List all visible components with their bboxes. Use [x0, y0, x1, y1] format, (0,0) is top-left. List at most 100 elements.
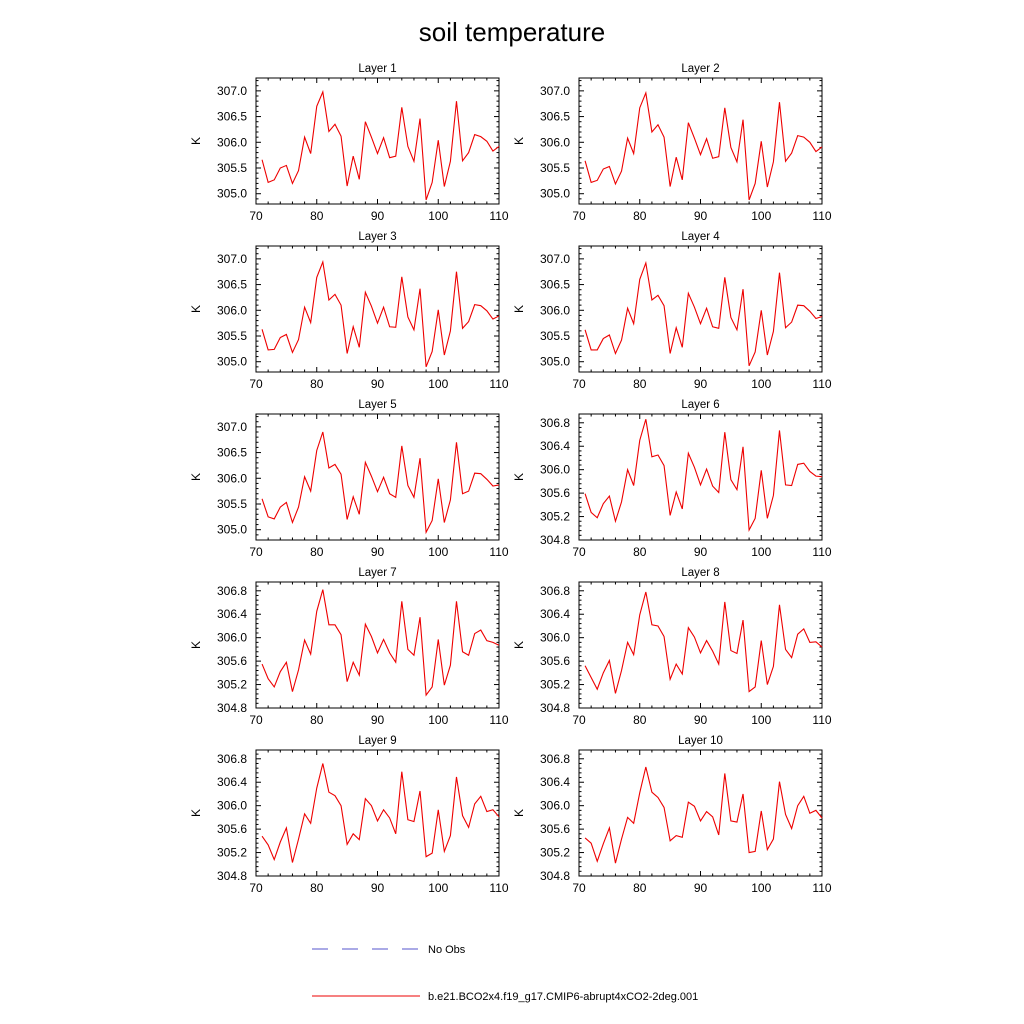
- y-tick-label: 306.0: [540, 799, 570, 813]
- x-tick-label: 100: [751, 881, 771, 895]
- series-line: [261, 259, 500, 368]
- x-tick-label: 90: [694, 713, 708, 727]
- x-tick-label: 100: [428, 713, 448, 727]
- y-axis-label: K: [512, 305, 526, 313]
- x-tick-label: 70: [572, 377, 586, 391]
- chart-panel-layer-2: Layer 2 K 70 80 90 100 110 305.0 305.5 306.0 306.5…: [512, 63, 832, 223]
- x-tick-label: 70: [572, 545, 586, 559]
- panel-title: Layer 5: [358, 399, 396, 411]
- series-line: [584, 90, 823, 201]
- x-tick-label: 90: [371, 713, 385, 727]
- series-line: [584, 260, 823, 367]
- series-line: [261, 763, 500, 863]
- x-tick-label: 90: [371, 545, 385, 559]
- x-tick-label: 100: [751, 209, 771, 223]
- x-tick-label: 80: [633, 377, 647, 391]
- x-tick-label: 80: [633, 713, 647, 727]
- x-tick-label: 90: [371, 209, 385, 223]
- y-tick-label: 305.0: [540, 355, 570, 369]
- y-axis-label: K: [189, 137, 203, 145]
- y-tick-label: 306.0: [217, 799, 247, 813]
- panel-title: Layer 6: [681, 399, 719, 411]
- y-tick-label: 306.4: [217, 775, 247, 789]
- x-tick-label: 70: [572, 713, 586, 727]
- series-line: [261, 89, 500, 201]
- x-tick-label: 110: [812, 881, 831, 895]
- y-tick-label: 306.8: [217, 752, 247, 766]
- y-axis-label: K: [189, 473, 203, 481]
- y-tick-label: 305.5: [217, 497, 247, 511]
- x-tick-label: 70: [249, 209, 263, 223]
- x-tick-label: 110: [489, 881, 508, 895]
- y-tick-label: 307.0: [217, 420, 247, 434]
- plot-frame: [255, 77, 500, 205]
- panel-title: Layer 8: [681, 567, 719, 579]
- y-tick-label: 306.8: [540, 584, 570, 598]
- panel-title: Layer 3: [358, 231, 396, 243]
- y-tick-label: 306.5: [540, 278, 570, 292]
- chart-panels: Layer 1 K 70 80 90 100 110 305.0 305.5 306.0 306.5…: [189, 63, 832, 895]
- x-tick-label: 110: [812, 209, 831, 223]
- y-tick-label: 306.0: [217, 135, 247, 149]
- panel-title: Layer 7: [358, 567, 396, 579]
- legend-label: No Obs: [428, 944, 466, 956]
- y-tick-label: 304.8: [540, 533, 570, 547]
- y-tick-label: 306.4: [540, 775, 570, 789]
- y-tick-label: 305.6: [540, 822, 570, 836]
- x-tick-label: 80: [310, 713, 324, 727]
- y-tick-label: 306.8: [217, 584, 247, 598]
- y-tick-label: 305.0: [217, 355, 247, 369]
- y-tick-label: 306.5: [217, 110, 247, 124]
- y-tick-label: 304.8: [217, 701, 247, 715]
- x-tick-label: 100: [751, 377, 771, 391]
- y-tick-label: 306.0: [540, 463, 570, 477]
- y-tick-label: 306.5: [540, 110, 570, 124]
- y-tick-label: 305.0: [540, 187, 570, 201]
- panel-title: Layer 1: [358, 63, 396, 75]
- y-tick-label: 305.6: [217, 822, 247, 836]
- series-line: [584, 419, 823, 533]
- legend-item-1: No Obs: [312, 944, 466, 956]
- y-tick-label: 306.8: [540, 416, 570, 430]
- y-tick-label: 307.0: [540, 252, 570, 266]
- x-tick-label: 110: [812, 713, 831, 727]
- x-tick-label: 100: [751, 713, 771, 727]
- y-tick-label: 304.8: [217, 869, 247, 883]
- y-tick-label: 305.5: [217, 329, 247, 343]
- chart-panel-layer-5: Layer 5 K 70 80 90 100 110 305.0 305.5 306.0 306.5…: [189, 399, 509, 559]
- y-tick-label: 306.0: [217, 471, 247, 485]
- y-tick-label: 306.0: [540, 631, 570, 645]
- x-tick-label: 70: [572, 881, 586, 895]
- y-tick-label: 306.8: [540, 752, 570, 766]
- x-tick-label: 70: [249, 377, 263, 391]
- x-tick-label: 90: [371, 377, 385, 391]
- y-tick-label: 306.0: [540, 135, 570, 149]
- y-axis-label: K: [512, 473, 526, 481]
- panel-title: Layer 9: [358, 735, 396, 747]
- chart-panel-layer-9: Layer 9 K 70 80 90 100 110 304.8 305.2 305.6 306.0…: [189, 735, 509, 895]
- x-tick-label: 80: [310, 881, 324, 895]
- x-tick-label: 100: [751, 545, 771, 559]
- x-tick-label: 70: [572, 209, 586, 223]
- series-line: [261, 589, 500, 697]
- figure-title: soil temperature: [419, 17, 605, 47]
- y-tick-label: 306.5: [217, 446, 247, 460]
- panel-title: Layer 4: [681, 231, 720, 243]
- x-tick-label: 110: [489, 713, 508, 727]
- x-tick-label: 110: [489, 209, 508, 223]
- y-tick-label: 305.0: [217, 187, 247, 201]
- x-tick-label: 110: [489, 377, 508, 391]
- x-tick-label: 90: [694, 545, 708, 559]
- chart-panel-layer-7: Layer 7 K 70 80 90 100 110 304.8 305.2 305.6 306.0…: [189, 567, 509, 727]
- y-tick-label: 305.2: [540, 846, 570, 860]
- x-tick-label: 110: [812, 545, 831, 559]
- x-tick-label: 70: [249, 713, 263, 727]
- y-tick-label: 307.0: [540, 84, 570, 98]
- x-tick-label: 70: [249, 881, 263, 895]
- y-tick-label: 306.4: [217, 607, 247, 621]
- chart-panel-layer-4: Layer 4 K 70 80 90 100 110 305.0 305.5 306.0 306.5…: [512, 231, 832, 391]
- x-tick-label: 80: [633, 881, 647, 895]
- x-tick-label: 100: [428, 881, 448, 895]
- series-line: [261, 431, 500, 535]
- x-tick-label: 80: [310, 209, 324, 223]
